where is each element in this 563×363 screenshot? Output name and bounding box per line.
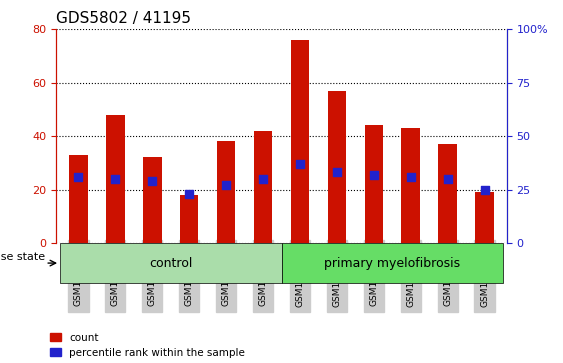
Point: [258, 176, 267, 182]
Point: [480, 187, 489, 192]
Bar: [106, 115, 124, 243]
Point: [369, 172, 378, 178]
Bar: [475, 192, 494, 243]
FancyBboxPatch shape: [60, 243, 282, 283]
Legend: count, percentile rank within the sample: count, percentile rank within the sample: [50, 333, 245, 358]
Point: [185, 191, 194, 197]
Bar: [217, 141, 235, 243]
Point: [443, 176, 452, 182]
Point: [222, 182, 231, 188]
Bar: [180, 195, 198, 243]
Text: primary myelofibrosis: primary myelofibrosis: [324, 257, 461, 270]
Text: disease state: disease state: [0, 252, 45, 262]
Point: [148, 178, 157, 184]
Bar: [291, 40, 309, 243]
Point: [296, 161, 305, 167]
Bar: [143, 158, 162, 243]
Point: [111, 176, 120, 182]
Point: [74, 174, 83, 180]
Bar: [439, 144, 457, 243]
FancyBboxPatch shape: [282, 243, 503, 283]
Bar: [69, 155, 88, 243]
Bar: [365, 125, 383, 243]
Point: [406, 174, 415, 180]
Bar: [328, 90, 346, 243]
Bar: [401, 128, 420, 243]
Point: [332, 170, 341, 175]
Text: control: control: [149, 257, 193, 270]
Text: GDS5802 / 41195: GDS5802 / 41195: [56, 12, 191, 26]
Bar: [254, 131, 272, 243]
